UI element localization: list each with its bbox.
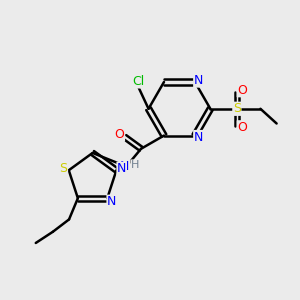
Text: N: N [194,130,203,143]
Text: O: O [237,84,247,97]
Text: S: S [233,102,241,115]
Text: N: N [107,195,116,208]
Text: S: S [59,162,68,175]
Text: N: N [117,162,126,175]
Text: N: N [194,74,203,87]
Text: O: O [115,128,124,141]
Text: H: H [131,160,139,170]
Text: N: N [120,160,130,173]
Text: O: O [237,121,247,134]
Text: Cl: Cl [132,75,144,88]
